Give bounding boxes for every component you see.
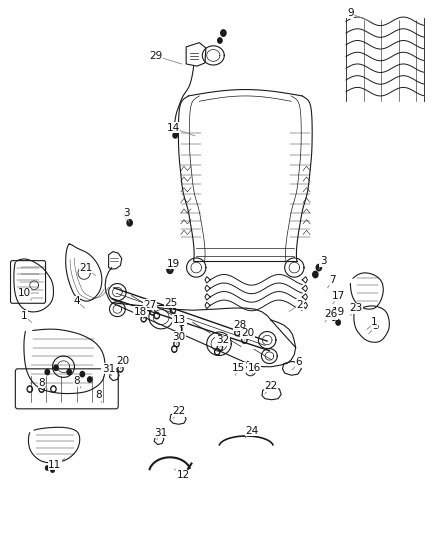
- Circle shape: [124, 212, 129, 219]
- Circle shape: [119, 367, 122, 370]
- Circle shape: [46, 466, 49, 470]
- Circle shape: [172, 309, 174, 312]
- Text: 7: 7: [329, 275, 336, 285]
- Text: 27: 27: [143, 300, 156, 310]
- Text: 20: 20: [116, 357, 129, 366]
- Circle shape: [170, 307, 176, 313]
- Circle shape: [40, 387, 43, 391]
- Circle shape: [243, 338, 246, 342]
- Text: 16: 16: [247, 363, 261, 373]
- Text: 28: 28: [233, 320, 247, 330]
- Circle shape: [242, 337, 247, 343]
- Text: 22: 22: [264, 382, 277, 391]
- Text: 8: 8: [73, 376, 80, 386]
- Circle shape: [67, 369, 71, 375]
- Text: 19: 19: [332, 307, 345, 317]
- Circle shape: [173, 348, 176, 351]
- Text: 23: 23: [349, 303, 362, 313]
- Text: 3: 3: [123, 208, 130, 218]
- Circle shape: [236, 331, 239, 334]
- Circle shape: [167, 266, 173, 273]
- Circle shape: [54, 365, 58, 370]
- Text: 2: 2: [297, 300, 304, 310]
- Text: 5: 5: [372, 321, 379, 331]
- Text: 29: 29: [149, 51, 162, 61]
- Circle shape: [52, 387, 55, 391]
- Text: 11: 11: [48, 460, 61, 470]
- Circle shape: [150, 309, 155, 315]
- Circle shape: [155, 314, 158, 317]
- Circle shape: [175, 342, 178, 345]
- Circle shape: [141, 316, 146, 322]
- Text: 31: 31: [102, 364, 115, 374]
- Text: 32: 32: [216, 335, 229, 345]
- Text: 30: 30: [172, 332, 185, 342]
- Circle shape: [127, 220, 132, 226]
- Text: 21: 21: [80, 263, 93, 272]
- Circle shape: [45, 369, 49, 375]
- Circle shape: [217, 344, 223, 351]
- Circle shape: [221, 30, 226, 36]
- Text: 8: 8: [38, 378, 45, 387]
- Text: 14: 14: [166, 123, 180, 133]
- Circle shape: [174, 341, 179, 347]
- Circle shape: [316, 264, 321, 271]
- Text: 3: 3: [320, 256, 327, 266]
- Circle shape: [313, 271, 318, 278]
- Circle shape: [331, 314, 336, 320]
- Circle shape: [80, 372, 85, 377]
- Text: 15: 15: [232, 363, 245, 373]
- Circle shape: [28, 387, 31, 391]
- Circle shape: [151, 310, 154, 313]
- Circle shape: [39, 386, 44, 392]
- Circle shape: [172, 346, 177, 352]
- Circle shape: [27, 386, 32, 392]
- Text: 1: 1: [21, 311, 28, 320]
- Circle shape: [235, 329, 240, 336]
- Text: 12: 12: [177, 471, 190, 480]
- Circle shape: [215, 349, 220, 355]
- Text: 20: 20: [241, 328, 254, 338]
- Circle shape: [218, 38, 222, 43]
- Text: 13: 13: [173, 315, 186, 325]
- Circle shape: [216, 350, 219, 353]
- Text: 25: 25: [164, 298, 177, 308]
- Text: 4: 4: [73, 296, 80, 306]
- Circle shape: [51, 386, 56, 392]
- Text: 10: 10: [18, 288, 31, 298]
- Text: 18: 18: [134, 307, 147, 317]
- Text: 22: 22: [172, 407, 185, 416]
- Text: 17: 17: [332, 291, 345, 301]
- Text: 26: 26: [324, 310, 337, 319]
- Circle shape: [88, 377, 92, 382]
- Circle shape: [173, 133, 177, 138]
- Circle shape: [336, 320, 340, 325]
- Circle shape: [219, 346, 221, 349]
- Circle shape: [51, 468, 54, 472]
- Text: 9: 9: [347, 9, 354, 18]
- Circle shape: [118, 366, 123, 372]
- Text: 8: 8: [95, 391, 102, 400]
- Circle shape: [142, 317, 145, 320]
- Text: 1: 1: [371, 318, 378, 327]
- Text: 31: 31: [155, 428, 168, 438]
- Text: 6: 6: [295, 358, 302, 367]
- Text: 24: 24: [245, 426, 258, 435]
- Text: 19: 19: [167, 259, 180, 269]
- Circle shape: [154, 312, 159, 319]
